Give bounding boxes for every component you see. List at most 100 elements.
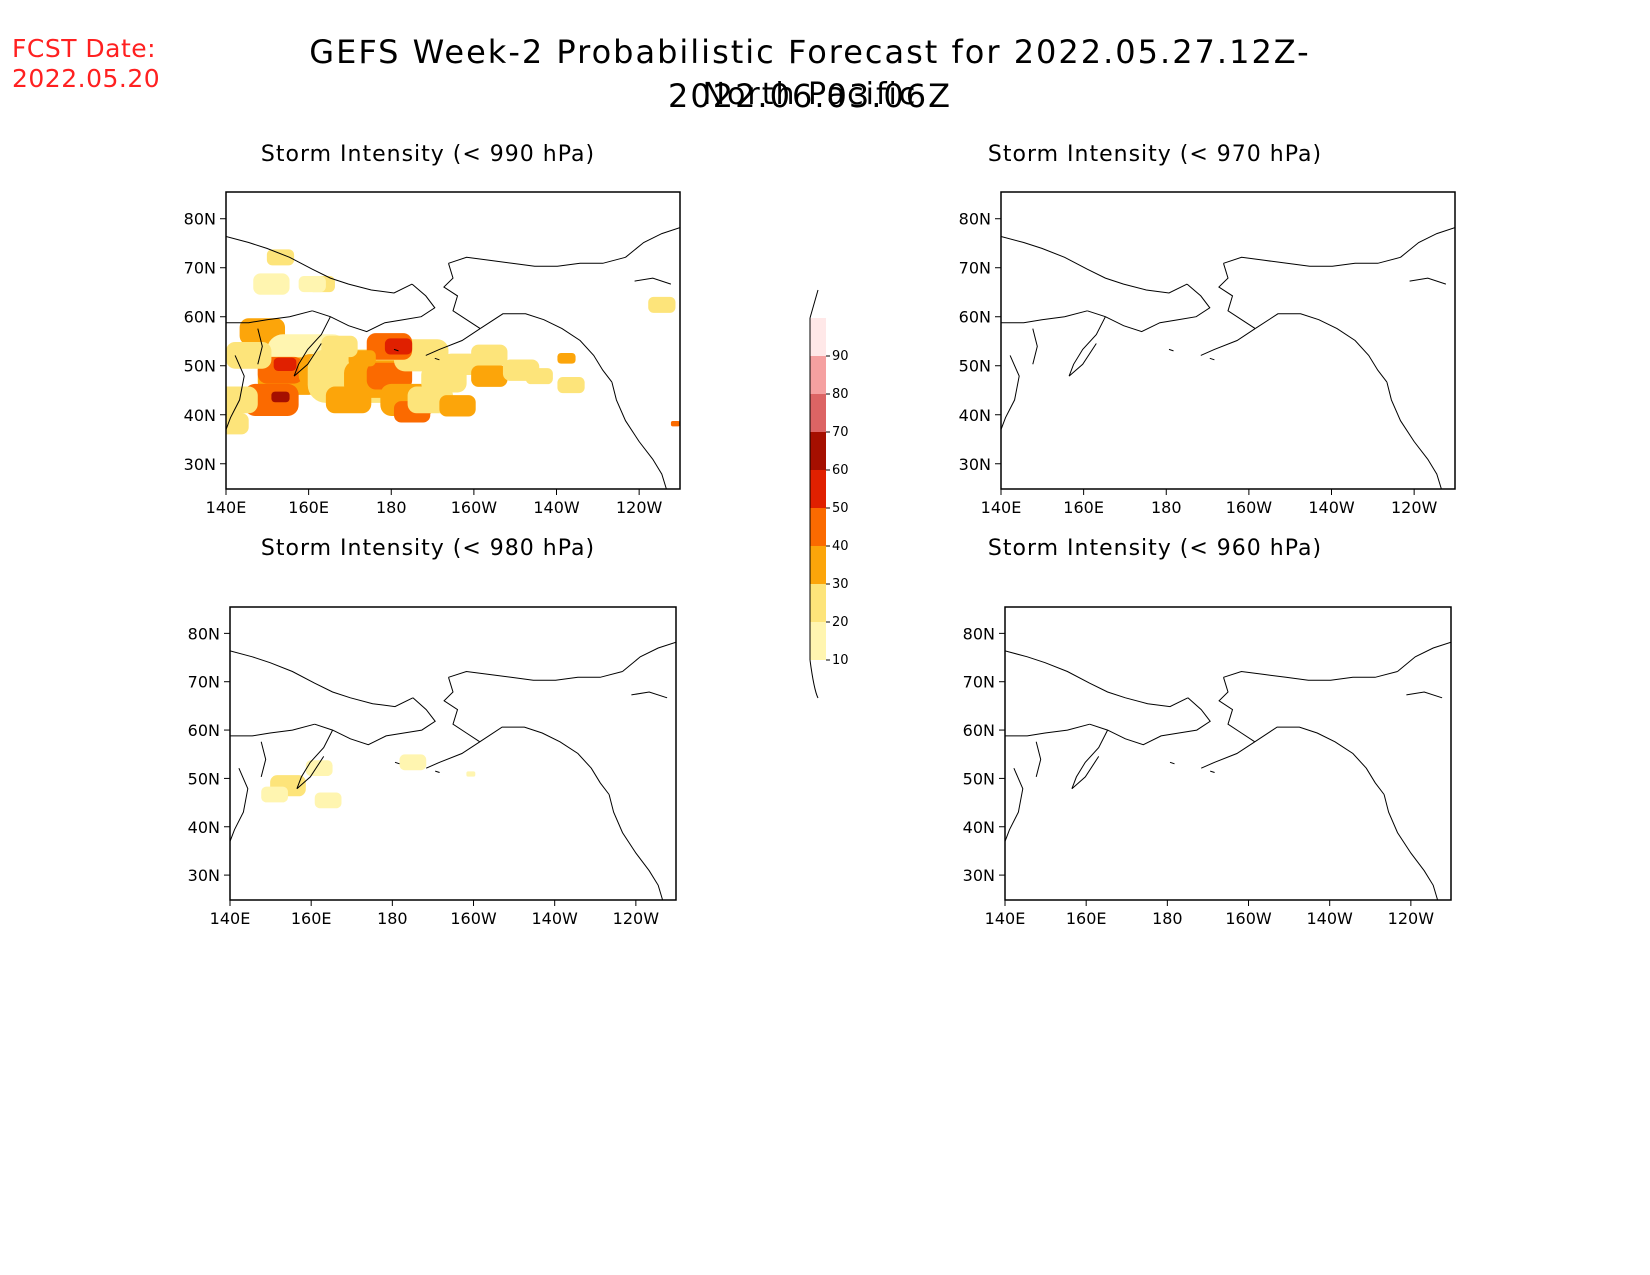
coastline [1254,726,1385,795]
coastline [1001,355,1020,430]
coastline [1087,283,1211,333]
panel-title-960: Storm Intensity (< 960 hPa) [987,536,1323,561]
lon-tick-label: 160W [451,498,498,517]
colorbar-label: 60 [832,463,849,478]
probability-cell [226,341,272,369]
map-panel-970: 140E 160E 180 160W 140W 120W 80N 70N 60N 50N 40N 30… [959,191,1456,517]
colorbar-segment [810,470,826,508]
lon-tick-label: 160E [1066,909,1107,928]
colorbar-label: 90 [832,349,849,364]
page-title: GEFS Week-2 Probabilistic Forecast for 2… [309,33,1311,115]
coastline [1089,697,1211,746]
probability-cell [273,357,297,371]
lat-tick-label: 80N [959,210,991,229]
lat-tick-label: 30N [188,866,220,885]
lat-tick-label: 50N [188,769,220,788]
coastline [625,227,680,258]
coastline [1005,650,1189,708]
coastline [1001,236,1188,294]
coastline [634,277,672,285]
lon-tick-label: 160E [288,498,329,517]
lon-tick-label: 120W [1388,909,1435,928]
probability-cell [226,386,258,414]
probability-field [1001,227,1455,489]
probability-cell [557,377,585,394]
colorbar-segment [810,318,826,356]
probability-cell [525,368,553,385]
coastline [1032,328,1038,365]
probability-cell [443,353,481,375]
map-frame [1000,191,1456,490]
lon-tick-label: 120W [616,498,663,517]
coastline [393,348,399,352]
colorbar-label: 20 [832,615,849,630]
coastline [631,691,668,699]
coastline [1200,741,1256,769]
lat-tick-label: 40N [188,818,220,837]
colorbar-segment [810,356,826,394]
lat-tick-label: 60N [959,308,991,327]
lon-tick-label: 140E [210,909,251,928]
lat-tick-label: 80N [188,624,220,643]
coastline [1254,313,1388,383]
coastline [1200,328,1256,356]
lon-tick-label: 160E [1063,498,1104,517]
probability-cell [321,335,358,358]
colorbar-label: 80 [832,387,849,402]
coastline [293,316,331,377]
lat-tick-label: 80N [184,210,216,229]
lon-tick-label: 140W [532,909,579,928]
probability-cell [466,771,476,777]
lat-tick-label: 30N [963,866,995,885]
coastline [1035,741,1042,778]
lon-tick-label: 120W [613,909,660,928]
coastline [1218,263,1256,330]
probability-cell [384,338,413,355]
probability-cell [226,412,249,435]
colorbar-label: 10 [832,653,849,668]
coastline [1068,316,1106,377]
lat-tick-label: 50N [184,357,216,376]
lon-tick-label: 160E [291,909,332,928]
colorbar-label: 30 [832,577,849,592]
lat-tick-label: 60N [963,721,995,740]
colorbar-segment [810,394,826,432]
lon-tick-label: 140E [206,498,247,517]
panel-title-970: Storm Intensity (< 970 hPa) [987,142,1323,167]
coastline [1210,770,1215,773]
coastline [296,729,334,790]
lat-tick-label: 40N [959,406,991,425]
lat-tick-label: 70N [184,259,216,278]
probability-cell [314,792,342,809]
probability-cell [298,276,326,293]
lon-tick-label: 160W [1226,498,1273,517]
colorbar-label: 40 [832,539,849,554]
lat-tick-label: 40N [963,818,995,837]
coastline [230,768,249,842]
probability-colorbar: 10 20 30 40 50 60 70 80 90 [809,289,849,699]
lat-tick-label: 30N [184,455,216,474]
coastline [226,355,245,430]
coastline [312,283,436,333]
lat-tick-label: 40N [184,406,216,425]
colorbar-segment [810,508,826,546]
probability-cell [271,391,290,403]
probability-cell [471,344,508,367]
coastline [611,381,667,489]
lon-tick-label: 140E [981,498,1022,517]
coastline [1005,768,1024,842]
lon-tick-label: 140W [1308,498,1355,517]
lat-tick-label: 70N [959,259,991,278]
coastline [257,328,263,365]
coastline [425,328,481,356]
probability-cell [266,249,295,266]
coastline [1218,677,1256,743]
forecast-date-block: FCST Date: 2022.05.20 [12,34,160,94]
coastline [1209,357,1215,361]
lon-tick-label: 120W [1391,498,1438,517]
coastline [1001,310,1088,324]
coastline [1071,729,1109,790]
coastline [479,313,613,383]
coastline [230,723,315,737]
map-frame [225,191,681,490]
